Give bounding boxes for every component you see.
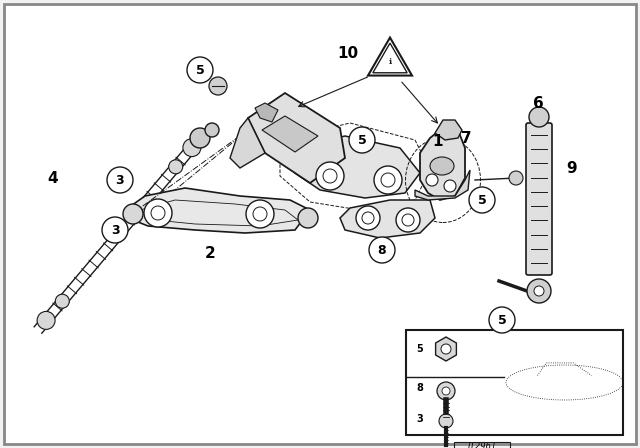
Polygon shape — [255, 103, 278, 122]
Circle shape — [246, 200, 274, 228]
FancyBboxPatch shape — [406, 330, 623, 435]
FancyBboxPatch shape — [4, 4, 636, 444]
Circle shape — [381, 173, 395, 187]
Text: 7: 7 — [461, 130, 471, 146]
Circle shape — [190, 128, 210, 148]
Text: 3: 3 — [416, 414, 423, 424]
Text: 5: 5 — [196, 64, 204, 77]
FancyBboxPatch shape — [526, 123, 552, 275]
Text: 2: 2 — [205, 246, 216, 260]
Text: J12961: J12961 — [467, 441, 497, 448]
Circle shape — [374, 166, 402, 194]
Circle shape — [323, 169, 337, 183]
Polygon shape — [415, 170, 470, 200]
Circle shape — [316, 162, 344, 190]
Circle shape — [298, 208, 318, 228]
Circle shape — [37, 311, 55, 329]
Text: 6: 6 — [532, 95, 543, 111]
Text: 1: 1 — [433, 134, 444, 149]
Circle shape — [253, 207, 267, 221]
Text: 8: 8 — [378, 244, 387, 257]
Circle shape — [55, 294, 69, 308]
Polygon shape — [435, 120, 462, 140]
Circle shape — [169, 160, 182, 174]
Circle shape — [349, 127, 375, 153]
Circle shape — [426, 174, 438, 186]
Polygon shape — [373, 43, 407, 73]
Polygon shape — [295, 136, 420, 198]
Circle shape — [439, 414, 453, 428]
Text: 5: 5 — [498, 314, 506, 327]
Polygon shape — [128, 188, 310, 233]
Circle shape — [489, 307, 515, 333]
Text: 3: 3 — [111, 224, 119, 237]
Polygon shape — [368, 38, 412, 76]
Text: 4: 4 — [48, 171, 58, 185]
Circle shape — [402, 214, 414, 226]
Text: 8: 8 — [416, 383, 423, 393]
Circle shape — [123, 204, 143, 224]
Circle shape — [107, 167, 133, 193]
Circle shape — [183, 138, 201, 157]
Polygon shape — [248, 93, 345, 183]
Text: 5: 5 — [358, 134, 366, 146]
Polygon shape — [262, 116, 318, 152]
Circle shape — [369, 237, 395, 263]
Circle shape — [442, 387, 450, 395]
Circle shape — [144, 199, 172, 227]
Text: ℹ: ℹ — [388, 56, 392, 65]
Circle shape — [187, 57, 213, 83]
Text: 3: 3 — [116, 173, 124, 186]
Circle shape — [469, 187, 495, 213]
Circle shape — [529, 107, 549, 127]
Circle shape — [509, 171, 523, 185]
Circle shape — [534, 286, 544, 296]
Circle shape — [209, 77, 227, 95]
Text: 5: 5 — [477, 194, 486, 207]
Text: 5: 5 — [416, 344, 423, 354]
Circle shape — [437, 382, 455, 400]
Circle shape — [102, 217, 128, 243]
Ellipse shape — [430, 157, 454, 175]
Circle shape — [356, 206, 380, 230]
Text: 10: 10 — [337, 46, 358, 60]
Polygon shape — [340, 200, 435, 238]
Circle shape — [441, 344, 451, 354]
Polygon shape — [230, 118, 265, 168]
Circle shape — [444, 180, 456, 192]
Circle shape — [396, 208, 420, 232]
Circle shape — [151, 206, 165, 220]
Text: 9: 9 — [566, 160, 577, 176]
Circle shape — [205, 123, 219, 137]
Circle shape — [527, 279, 551, 303]
Polygon shape — [420, 126, 465, 200]
Polygon shape — [436, 337, 456, 361]
Circle shape — [362, 212, 374, 224]
